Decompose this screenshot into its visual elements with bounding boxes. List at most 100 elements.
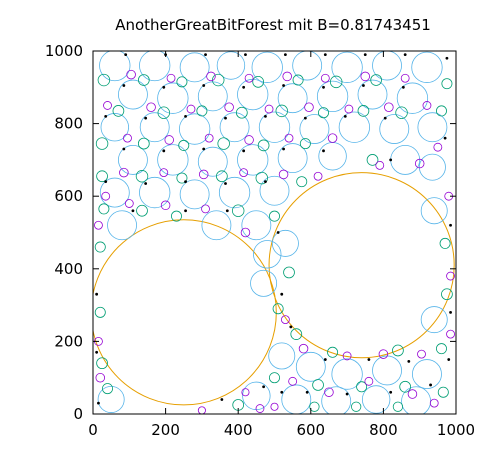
circle-mark (118, 79, 148, 110)
circle-mark (412, 359, 442, 389)
circle-mark (280, 315, 290, 325)
circle-mark (392, 401, 404, 412)
dot-mark (204, 53, 207, 57)
circle-mark (252, 76, 265, 88)
dot-mark (95, 350, 99, 354)
circle-mark (321, 386, 352, 414)
circle-mark (399, 380, 412, 393)
circle-mark (139, 112, 170, 143)
y-tick-label: 400 (54, 260, 83, 278)
circle-mark (159, 168, 169, 177)
circle-mark (290, 328, 303, 340)
circle-mark (124, 199, 134, 208)
dot-mark (449, 223, 452, 227)
circle-mark (417, 112, 448, 143)
circle-mark (277, 83, 308, 114)
series-1 (97, 51, 448, 414)
circle-mark (179, 179, 210, 210)
circle-mark (136, 204, 148, 217)
circle-mark (176, 172, 188, 184)
dot-mark (323, 53, 327, 57)
circle-mark (446, 271, 455, 281)
circle-mark (216, 51, 246, 80)
circle-mark (100, 113, 129, 142)
circle-mark (201, 210, 232, 241)
circle-mark (103, 101, 112, 110)
x-tick-label: 600 (296, 421, 325, 439)
circle-mark (255, 171, 269, 185)
circle-mark (178, 113, 211, 145)
dot-mark (122, 84, 126, 87)
circle-mark (206, 71, 216, 82)
circle-mark (395, 106, 408, 119)
circle-mark (135, 170, 149, 183)
circle-mark (327, 346, 339, 358)
dot-mark (220, 398, 224, 401)
circle-mark (251, 51, 283, 83)
dot-mark (283, 53, 287, 57)
circle-mark (137, 137, 150, 150)
circle-mark (139, 176, 171, 209)
x-tick-label: 0 (88, 421, 98, 439)
x-tick-label: 400 (224, 421, 253, 439)
circle-mark (139, 51, 171, 82)
dot-mark (224, 182, 227, 185)
dot-mark (362, 84, 365, 87)
circle-mark (375, 160, 385, 170)
dot-mark (225, 209, 229, 213)
dot-mark (407, 359, 411, 363)
y-tick-label: 1000 (45, 42, 83, 60)
circle-mark (357, 79, 388, 110)
circle-mark (146, 102, 156, 113)
circle-mark (420, 306, 448, 334)
circle-mark (198, 169, 209, 180)
circle-mark (93, 219, 277, 406)
circle-mark (360, 71, 371, 82)
circle-mark (396, 82, 429, 114)
circle-mark (288, 376, 298, 386)
series-2 (94, 73, 453, 412)
circle-mark (295, 351, 326, 382)
circle-mark (281, 384, 312, 414)
circle-mark (433, 142, 443, 152)
circle-mark (435, 343, 447, 355)
circle-mark (99, 177, 130, 208)
circle-mark (250, 269, 278, 297)
circle-mark (327, 133, 338, 143)
y-tick-label: 600 (54, 187, 83, 205)
circle-mark (411, 51, 443, 83)
circle-mark (283, 266, 295, 279)
circle-mark (197, 146, 228, 177)
circle-mark (244, 135, 254, 145)
dot-mark (403, 53, 407, 57)
circle-mark (318, 142, 347, 171)
circle-mark (160, 200, 171, 211)
circle-mark (282, 71, 292, 82)
circle-mark (157, 144, 189, 176)
circle-mark (435, 105, 447, 117)
circle-mark (178, 139, 190, 151)
circle-mark (269, 210, 280, 222)
dot-mark (124, 53, 128, 57)
dot-mark (322, 149, 325, 153)
circle-mark (201, 204, 210, 214)
circle-mark (157, 106, 170, 119)
circle-mark (216, 170, 228, 183)
circle-mark (312, 379, 324, 391)
circle-mark (94, 241, 106, 253)
y-axis: 0 200 400 600 800 1000 (45, 42, 456, 423)
series-0 (93, 172, 455, 406)
circle-mark (112, 105, 125, 117)
circle-mark (204, 133, 214, 143)
dot-mark (303, 116, 307, 120)
circle-mark (316, 80, 349, 113)
circle-mark (320, 73, 330, 83)
circle-mark (268, 342, 296, 370)
dot-mark (242, 85, 246, 89)
dot-mark (282, 147, 285, 151)
circle-mark (299, 138, 311, 150)
circle-mark (217, 137, 230, 150)
dot-mark (445, 56, 449, 60)
dot-mark (184, 180, 187, 184)
